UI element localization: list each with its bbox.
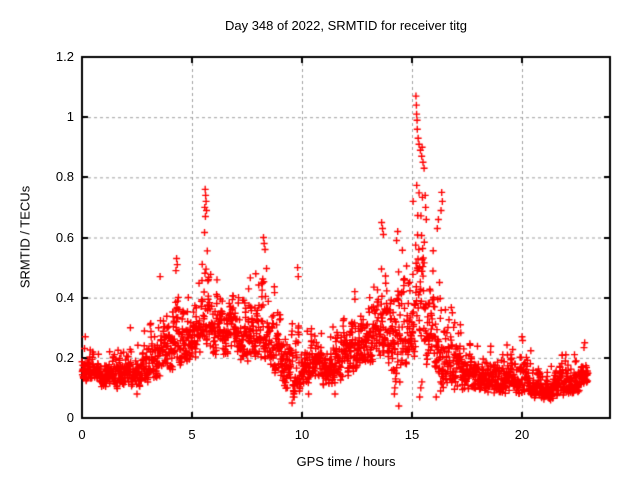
x-axis-label: GPS time / hours [296,454,396,469]
chart-title: Day 348 of 2022, SRMTID for receiver tit… [224,18,468,33]
y-axis-label: SRMTID / TECUs [17,185,33,289]
